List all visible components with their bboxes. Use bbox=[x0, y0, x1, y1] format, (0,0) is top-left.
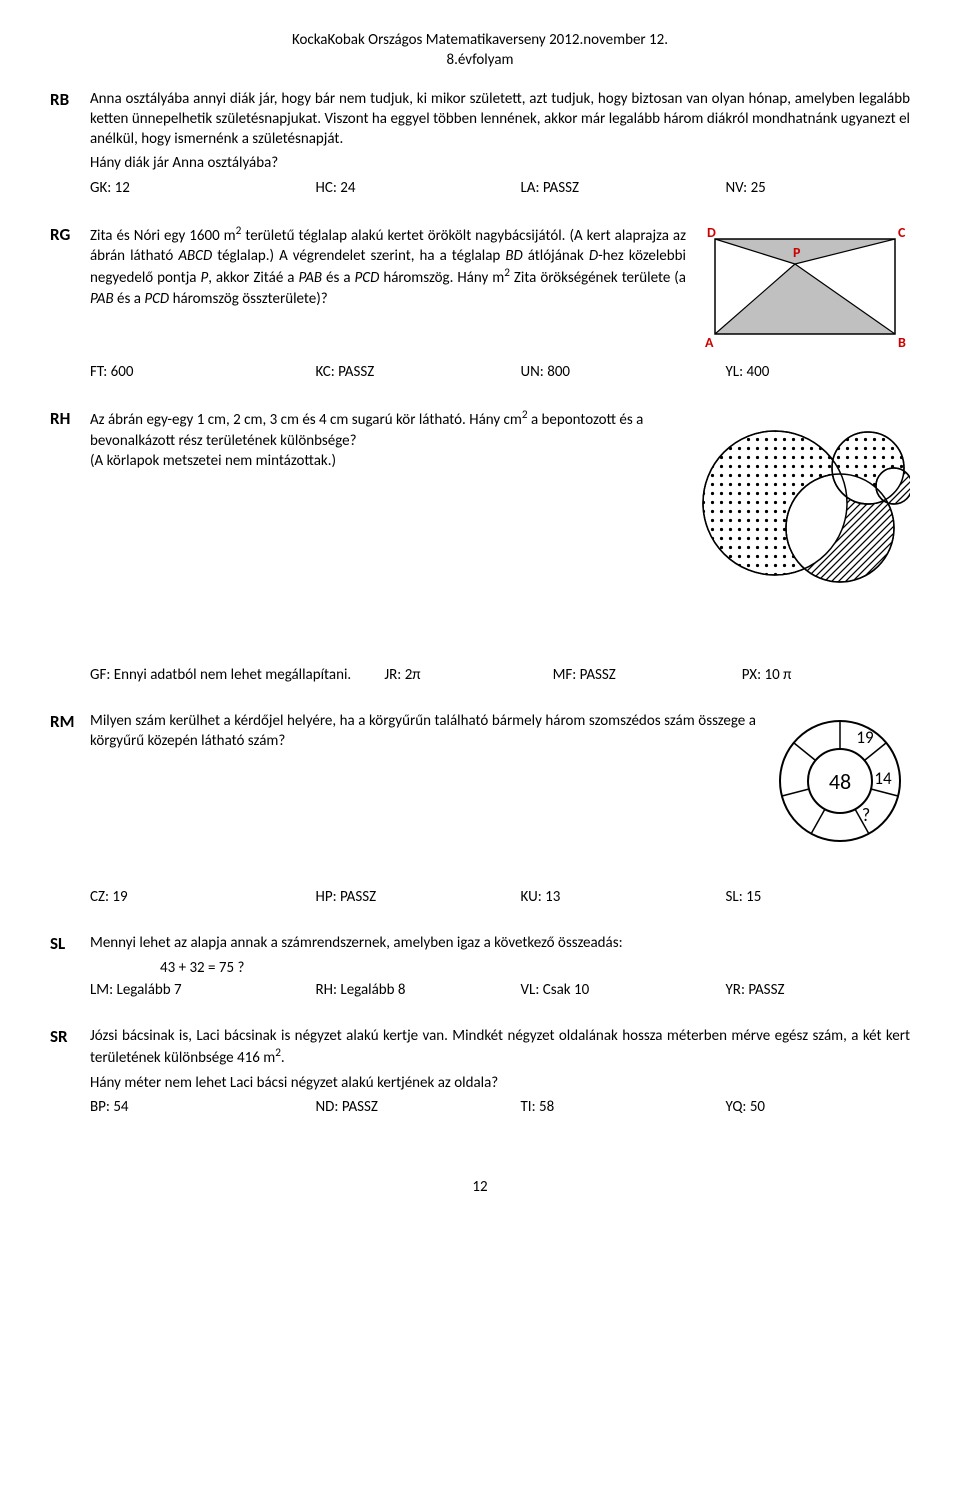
answer-sl-c: VL: Csak 10 bbox=[521, 980, 726, 1000]
svg-text:P: P bbox=[793, 244, 801, 261]
equation-sl: 43 + 32 = 75 ? bbox=[160, 958, 910, 978]
problem-body-rm: Milyen szám kerülhet a kérdőjel helyére,… bbox=[90, 711, 910, 908]
header-line-1: KockaKobak Országos Matematikaverseny 20… bbox=[50, 30, 910, 50]
svg-text:A: A bbox=[705, 334, 714, 351]
problem-text-sl: Mennyi lehet az alapja annak a számrends… bbox=[90, 933, 910, 953]
problem-code-rm: RM bbox=[50, 711, 90, 908]
problem-body-rb: Anna osztályába annyi diák jár, hogy bár… bbox=[90, 89, 910, 198]
page-header: KockaKobak Országos Matematikaverseny 20… bbox=[50, 30, 910, 71]
problem-text-rb-1: Anna osztályába annyi diák jár, hogy bár… bbox=[90, 89, 910, 150]
figure-rm: 48 19 14 ? bbox=[770, 711, 910, 857]
answer-rh-c: MF: PASSZ bbox=[553, 665, 742, 685]
problem-rg: RG Zita és Nóri egy 1600 m2 területű tég… bbox=[50, 224, 910, 383]
answers-sr: BP: 54 ND: PASSZ TI: 58 YQ: 50 bbox=[90, 1097, 910, 1117]
header-line-2: 8.évfolyam bbox=[50, 50, 910, 70]
answer-rb-b: HC: 24 bbox=[316, 178, 521, 198]
svg-text:D: D bbox=[707, 224, 716, 241]
answer-rm-a: CZ: 19 bbox=[90, 887, 316, 907]
answer-rh-d: PX: 10 π bbox=[742, 665, 910, 685]
answers-rb: GK: 12 HC: 24 LA: PASSZ NV: 25 bbox=[90, 178, 910, 198]
answer-rb-a: GK: 12 bbox=[90, 178, 316, 198]
answer-sr-b: ND: PASSZ bbox=[316, 1097, 521, 1117]
problem-text-rg: Zita és Nóri egy 1600 m2 területű téglal… bbox=[90, 224, 686, 360]
problem-text-rm: Milyen szám kerülhet a kérdőjel helyére,… bbox=[90, 711, 756, 857]
problem-rh: RH Az ábrán egy-egy 1 cm, 2 cm, 3 cm és … bbox=[50, 408, 910, 685]
answer-rg-c: UN: 800 bbox=[521, 362, 726, 382]
answer-rm-b: HP: PASSZ bbox=[316, 887, 521, 907]
answer-rm-d: SL: 15 bbox=[726, 887, 911, 907]
answer-sl-d: YR: PASSZ bbox=[726, 980, 911, 1000]
ring-diagram-icon: 48 19 14 ? bbox=[770, 711, 910, 851]
answers-rm: CZ: 19 HP: PASSZ KU: 13 SL: 15 bbox=[90, 887, 910, 907]
problem-code-rg: RG bbox=[50, 224, 90, 383]
problem-code-sr: SR bbox=[50, 1026, 90, 1117]
answer-sr-a: BP: 54 bbox=[90, 1097, 316, 1117]
svg-text:B: B bbox=[898, 334, 906, 351]
problem-rm: RM Milyen szám kerülhet a kérdőjel helyé… bbox=[50, 711, 910, 908]
problem-code-rb: RB bbox=[50, 89, 90, 198]
answer-rg-a: FT: 600 bbox=[90, 362, 316, 382]
svg-text:48: 48 bbox=[829, 768, 851, 795]
answers-rg: FT: 600 KC: PASSZ UN: 800 YL: 400 bbox=[90, 362, 910, 382]
problem-body-rg: Zita és Nóri egy 1600 m2 területű téglal… bbox=[90, 224, 910, 383]
answer-rb-d: NV: 25 bbox=[726, 178, 911, 198]
problem-text-sr-1: Józsi bácsinak is, Laci bácsinak is négy… bbox=[90, 1026, 910, 1069]
answer-sl-b: RH: Legalább 8 bbox=[316, 980, 521, 1000]
problem-body-rh: Az ábrán egy-egy 1 cm, 2 cm, 3 cm és 4 c… bbox=[90, 408, 910, 685]
rectangle-diagram-icon: D C A B P bbox=[700, 224, 910, 354]
page: KockaKobak Országos Matematikaverseny 20… bbox=[0, 0, 960, 1237]
answer-rh-b: JR: 2π bbox=[384, 665, 552, 685]
answer-rb-c: LA: PASSZ bbox=[521, 178, 726, 198]
answer-rm-c: KU: 13 bbox=[521, 887, 726, 907]
problem-text-rb-2: Hány diák jár Anna osztályába? bbox=[90, 153, 910, 173]
problem-rb: RB Anna osztályába annyi diák jár, hogy … bbox=[50, 89, 910, 198]
answer-rg-b: KC: PASSZ bbox=[316, 362, 521, 382]
problem-sr: SR Józsi bácsinak is, Laci bácsinak is n… bbox=[50, 1026, 910, 1117]
problem-code-rh: RH bbox=[50, 408, 90, 685]
page-number: 12 bbox=[50, 1177, 910, 1197]
problem-code-sl: SL bbox=[50, 933, 90, 1000]
problem-sl: SL Mennyi lehet az alapja annak a számre… bbox=[50, 933, 910, 1000]
answer-rg-d: YL: 400 bbox=[726, 362, 911, 382]
answer-sl-a: LM: Legalább 7 bbox=[90, 980, 316, 1000]
answers-sl: LM: Legalább 7 RH: Legalább 8 VL: Csak 1… bbox=[90, 980, 910, 1000]
answer-rh-a: GF: Ennyi adatból nem lehet megállapítan… bbox=[90, 665, 384, 685]
svg-text:14: 14 bbox=[874, 768, 892, 789]
answers-rh: GF: Ennyi adatból nem lehet megállapítan… bbox=[90, 665, 910, 685]
problem-text-sr-2: Hány méter nem lehet Laci bácsi négyzet … bbox=[90, 1073, 910, 1093]
problem-body-sl: Mennyi lehet az alapja annak a számrends… bbox=[90, 933, 910, 1000]
answer-sr-d: YQ: 50 bbox=[726, 1097, 911, 1117]
answer-sr-c: TI: 58 bbox=[521, 1097, 726, 1117]
circles-diagram-icon bbox=[690, 408, 910, 588]
svg-text:?: ? bbox=[862, 804, 870, 826]
svg-text:C: C bbox=[898, 224, 906, 241]
svg-text:19: 19 bbox=[856, 727, 874, 748]
problem-text-rh: Az ábrán egy-egy 1 cm, 2 cm, 3 cm és 4 c… bbox=[90, 408, 676, 594]
figure-rg: D C A B P bbox=[700, 224, 910, 360]
problem-body-sr: Józsi bácsinak is, Laci bácsinak is négy… bbox=[90, 1026, 910, 1117]
figure-rh bbox=[690, 408, 910, 594]
